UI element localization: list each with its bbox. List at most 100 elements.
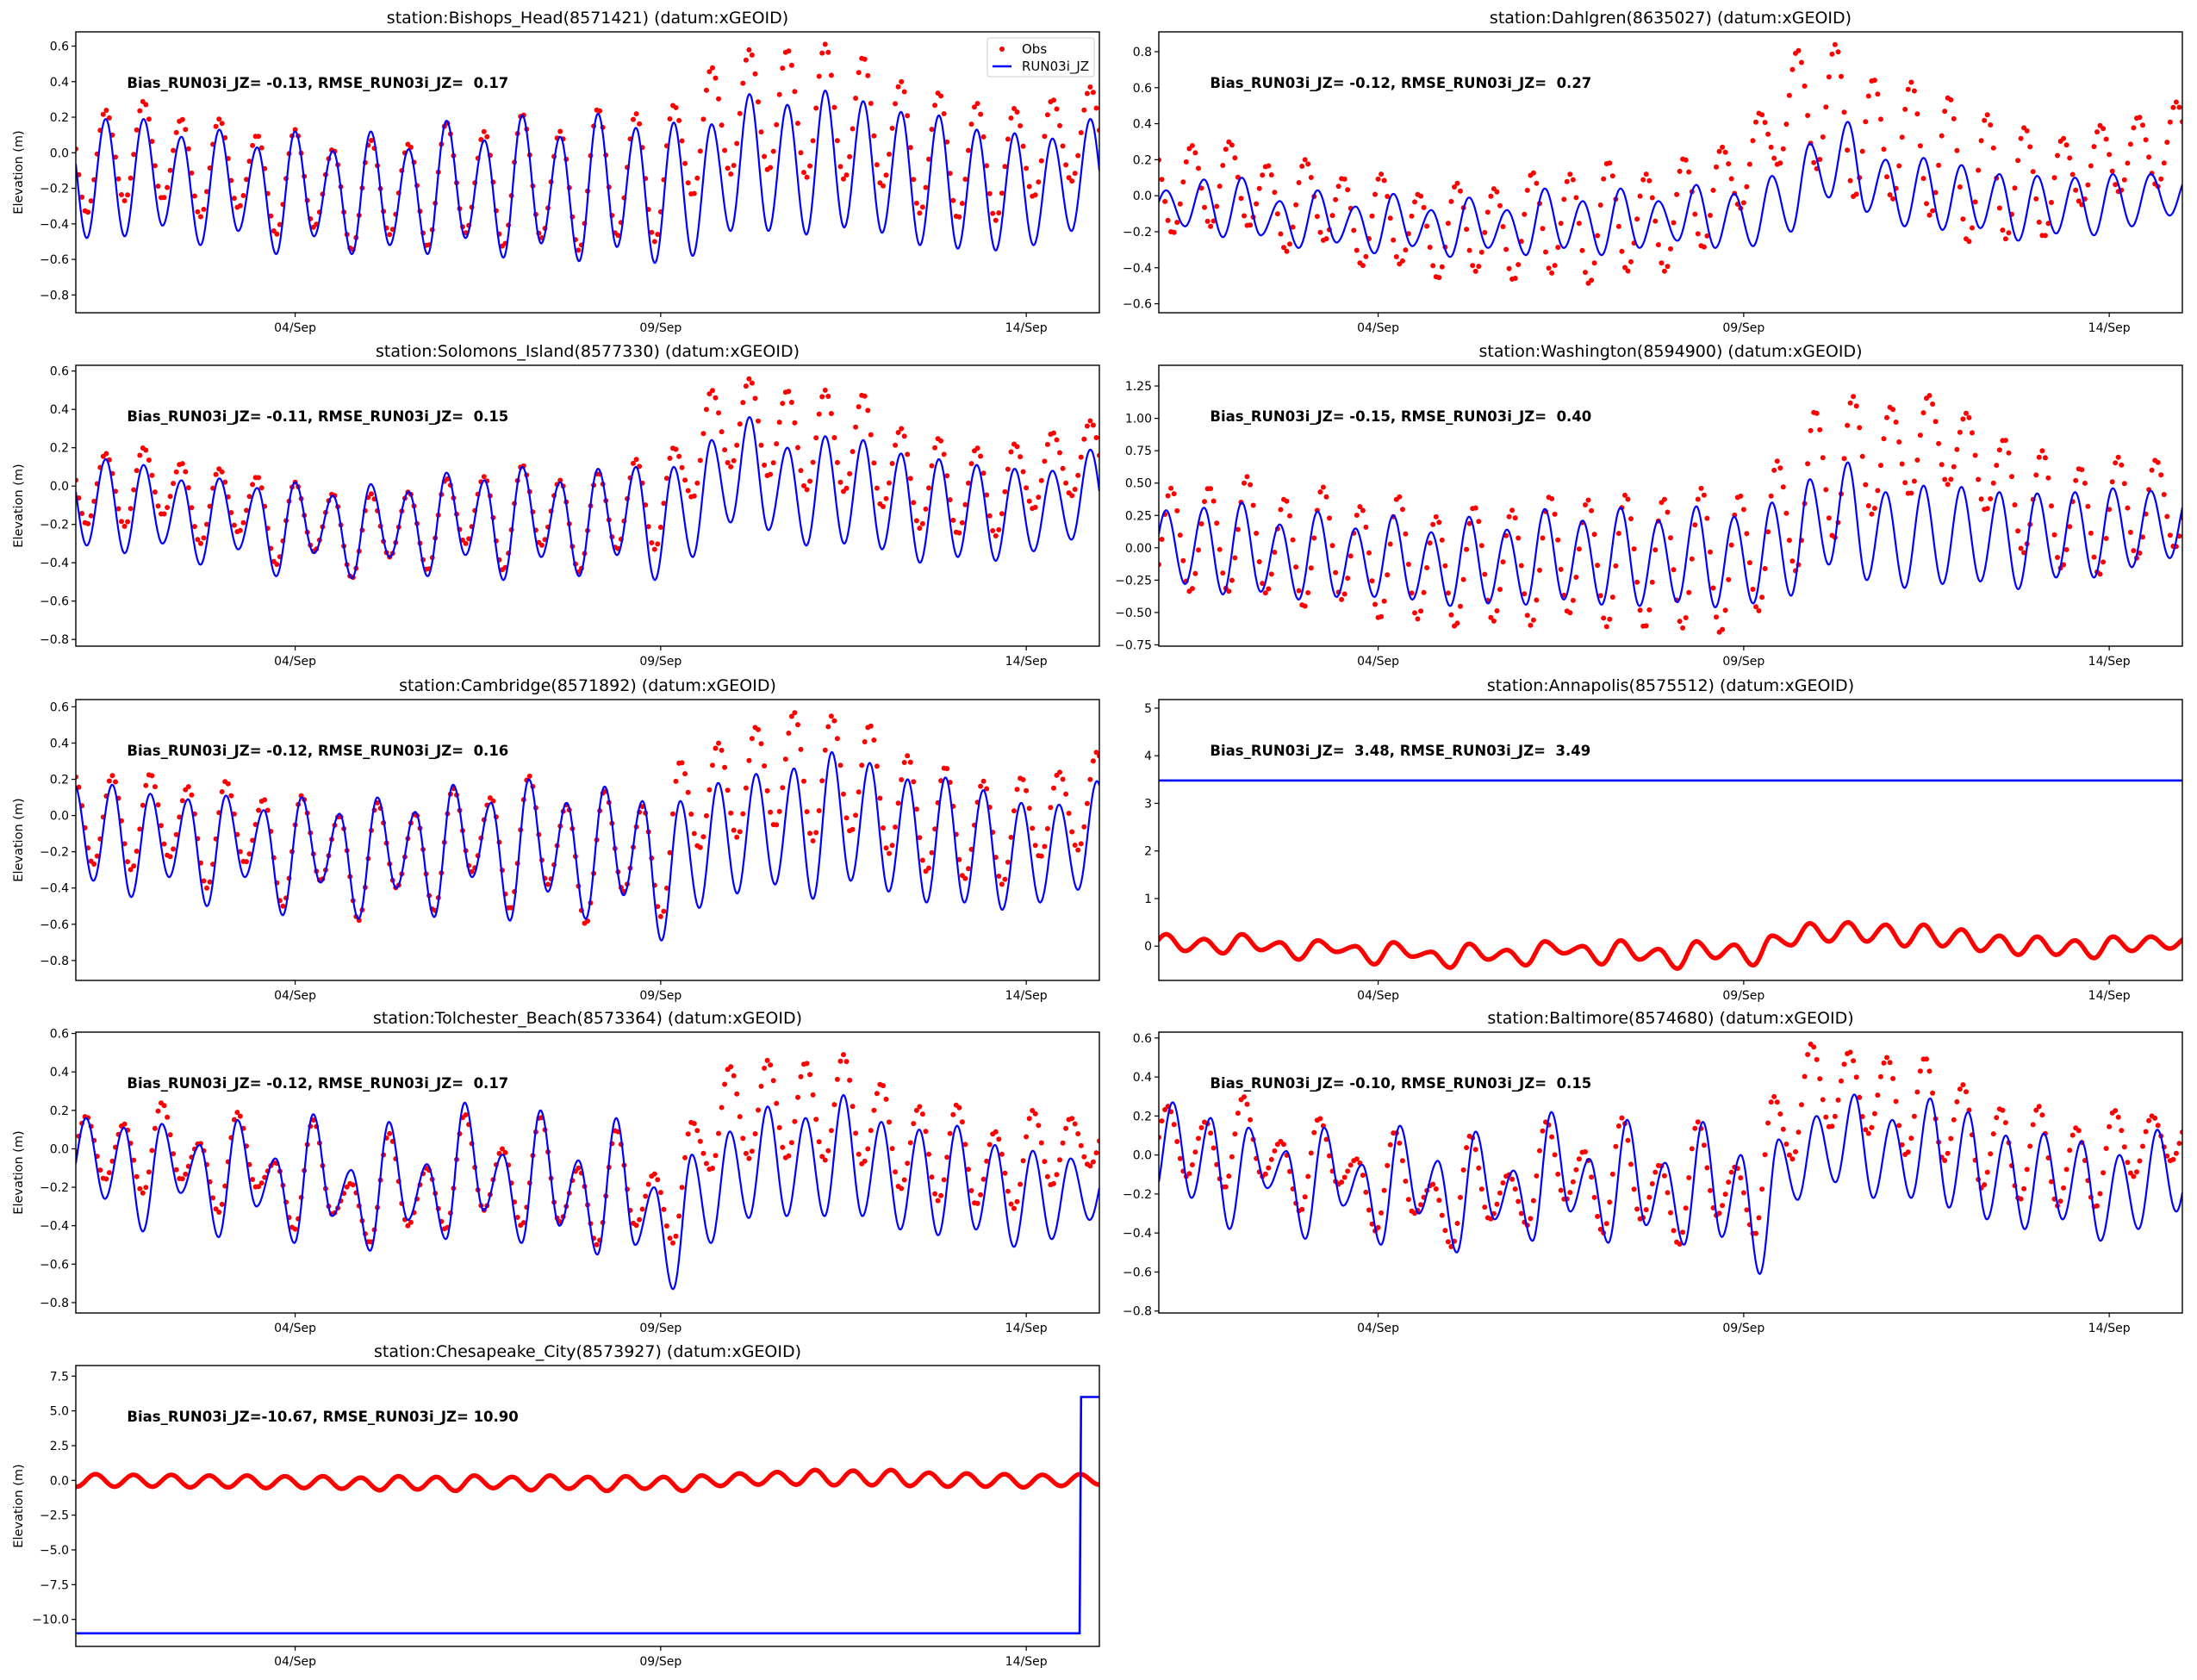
x-tick-label: 09/Sep bbox=[1722, 655, 1764, 669]
obs-point bbox=[149, 472, 155, 478]
obs-point bbox=[2137, 551, 2143, 556]
obs-point bbox=[1534, 1173, 1540, 1179]
obs-point bbox=[1926, 212, 1932, 218]
obs-point bbox=[1174, 220, 1180, 226]
obs-point bbox=[706, 391, 713, 397]
obs-point bbox=[1032, 504, 1038, 510]
obs-point bbox=[1583, 270, 1588, 276]
obs-point bbox=[1665, 1190, 1671, 1196]
obs-point bbox=[237, 849, 243, 855]
obs-point bbox=[2167, 532, 2173, 538]
subplot-1: station:Bishops_Head(8571421) (datum:xGE… bbox=[12, 9, 1100, 335]
obs-point bbox=[1878, 463, 1883, 469]
obs-point bbox=[219, 1201, 225, 1207]
obs-point bbox=[980, 134, 986, 140]
obs-point bbox=[853, 812, 859, 818]
obs-point bbox=[1786, 538, 1792, 544]
obs-point bbox=[1552, 1152, 1558, 1158]
obs-point bbox=[877, 795, 883, 801]
obs-point bbox=[1024, 165, 1030, 171]
obs-point bbox=[1789, 1156, 1796, 1162]
obs-point bbox=[1522, 211, 1528, 217]
obs-point bbox=[1262, 1171, 1268, 1177]
bias-rmse-annotation: Bias_RUN03i_JZ= -0.12, RMSE_RUN03i_JZ= 0… bbox=[127, 1075, 508, 1092]
obs-point bbox=[657, 525, 663, 530]
obs-point bbox=[1661, 268, 1667, 274]
obs-point bbox=[240, 193, 246, 198]
obs-point bbox=[2015, 158, 2021, 164]
obs-point bbox=[1714, 164, 1719, 170]
obs-point bbox=[1177, 1155, 1183, 1161]
obs-point bbox=[1452, 184, 1457, 190]
obs-point bbox=[1287, 241, 1292, 247]
obs-point bbox=[228, 510, 234, 515]
obs-point bbox=[1391, 237, 1397, 243]
obs-point bbox=[177, 814, 183, 820]
obs-point bbox=[673, 1233, 679, 1239]
obs-point bbox=[1649, 195, 1655, 201]
obs-point bbox=[762, 1065, 768, 1071]
obs-markers bbox=[1159, 920, 2182, 971]
obs-point bbox=[1783, 1142, 1789, 1147]
obs-point bbox=[956, 856, 962, 862]
obs-point bbox=[792, 710, 798, 716]
obs-point bbox=[923, 1129, 929, 1135]
obs-point bbox=[466, 536, 472, 542]
obs-point bbox=[1865, 93, 1871, 99]
model-line bbox=[76, 416, 1099, 582]
obs-point bbox=[758, 1083, 764, 1089]
legend-box bbox=[986, 37, 1095, 78]
obs-point bbox=[1281, 1142, 1286, 1148]
obs-point bbox=[195, 537, 201, 543]
obs-point bbox=[984, 492, 990, 498]
obs-point bbox=[774, 1100, 780, 1106]
obs-point bbox=[1722, 149, 1728, 155]
x-tick-label: 14/Sep bbox=[1005, 321, 1048, 335]
obs-point bbox=[1014, 109, 1020, 115]
obs-point bbox=[173, 1167, 179, 1173]
obs-point bbox=[1311, 1129, 1317, 1136]
obs-point bbox=[191, 193, 197, 199]
obs-point bbox=[1196, 547, 1201, 553]
obs-point bbox=[1211, 218, 1217, 224]
obs-point bbox=[2109, 168, 2115, 174]
obs-point bbox=[1720, 626, 1726, 632]
obs-point bbox=[1430, 521, 1436, 527]
obs-point bbox=[1708, 213, 1713, 218]
obs-point bbox=[1168, 485, 1174, 491]
obs-point bbox=[1601, 615, 1607, 621]
obs-point bbox=[1424, 565, 1430, 570]
obs-point bbox=[1445, 590, 1451, 596]
obs-point bbox=[1366, 1207, 1372, 1213]
obs-point bbox=[1042, 458, 1048, 464]
obs-point bbox=[1229, 577, 1235, 583]
obs-point bbox=[103, 451, 109, 457]
obs-point bbox=[1226, 588, 1232, 594]
obs-point bbox=[2103, 136, 2109, 142]
obs-point bbox=[1372, 601, 1378, 607]
obs-point bbox=[137, 826, 143, 832]
obs-point bbox=[871, 133, 877, 139]
obs-point bbox=[1914, 1089, 1920, 1095]
obs-point bbox=[737, 110, 743, 116]
obs-point bbox=[2055, 555, 2060, 560]
y-tick-label: 7.5 bbox=[50, 1370, 69, 1384]
y-tick-label: 0.6 bbox=[50, 1028, 69, 1042]
obs-point bbox=[1436, 1198, 1442, 1204]
obs-point bbox=[1643, 171, 1649, 177]
obs-point bbox=[183, 1171, 189, 1177]
obs-point bbox=[740, 80, 746, 86]
obs-point bbox=[1171, 1122, 1177, 1128]
obs-point bbox=[774, 121, 780, 128]
obs-point bbox=[1266, 163, 1272, 169]
obs-point bbox=[1518, 1210, 1524, 1216]
obs-point bbox=[219, 789, 225, 794]
obs-point bbox=[895, 430, 901, 435]
obs-point bbox=[1814, 1056, 1820, 1062]
obs-point bbox=[637, 464, 643, 470]
obs-point bbox=[713, 395, 719, 401]
obs-point bbox=[2033, 472, 2039, 478]
obs-point bbox=[1290, 537, 1296, 543]
obs-point bbox=[749, 1148, 755, 1154]
